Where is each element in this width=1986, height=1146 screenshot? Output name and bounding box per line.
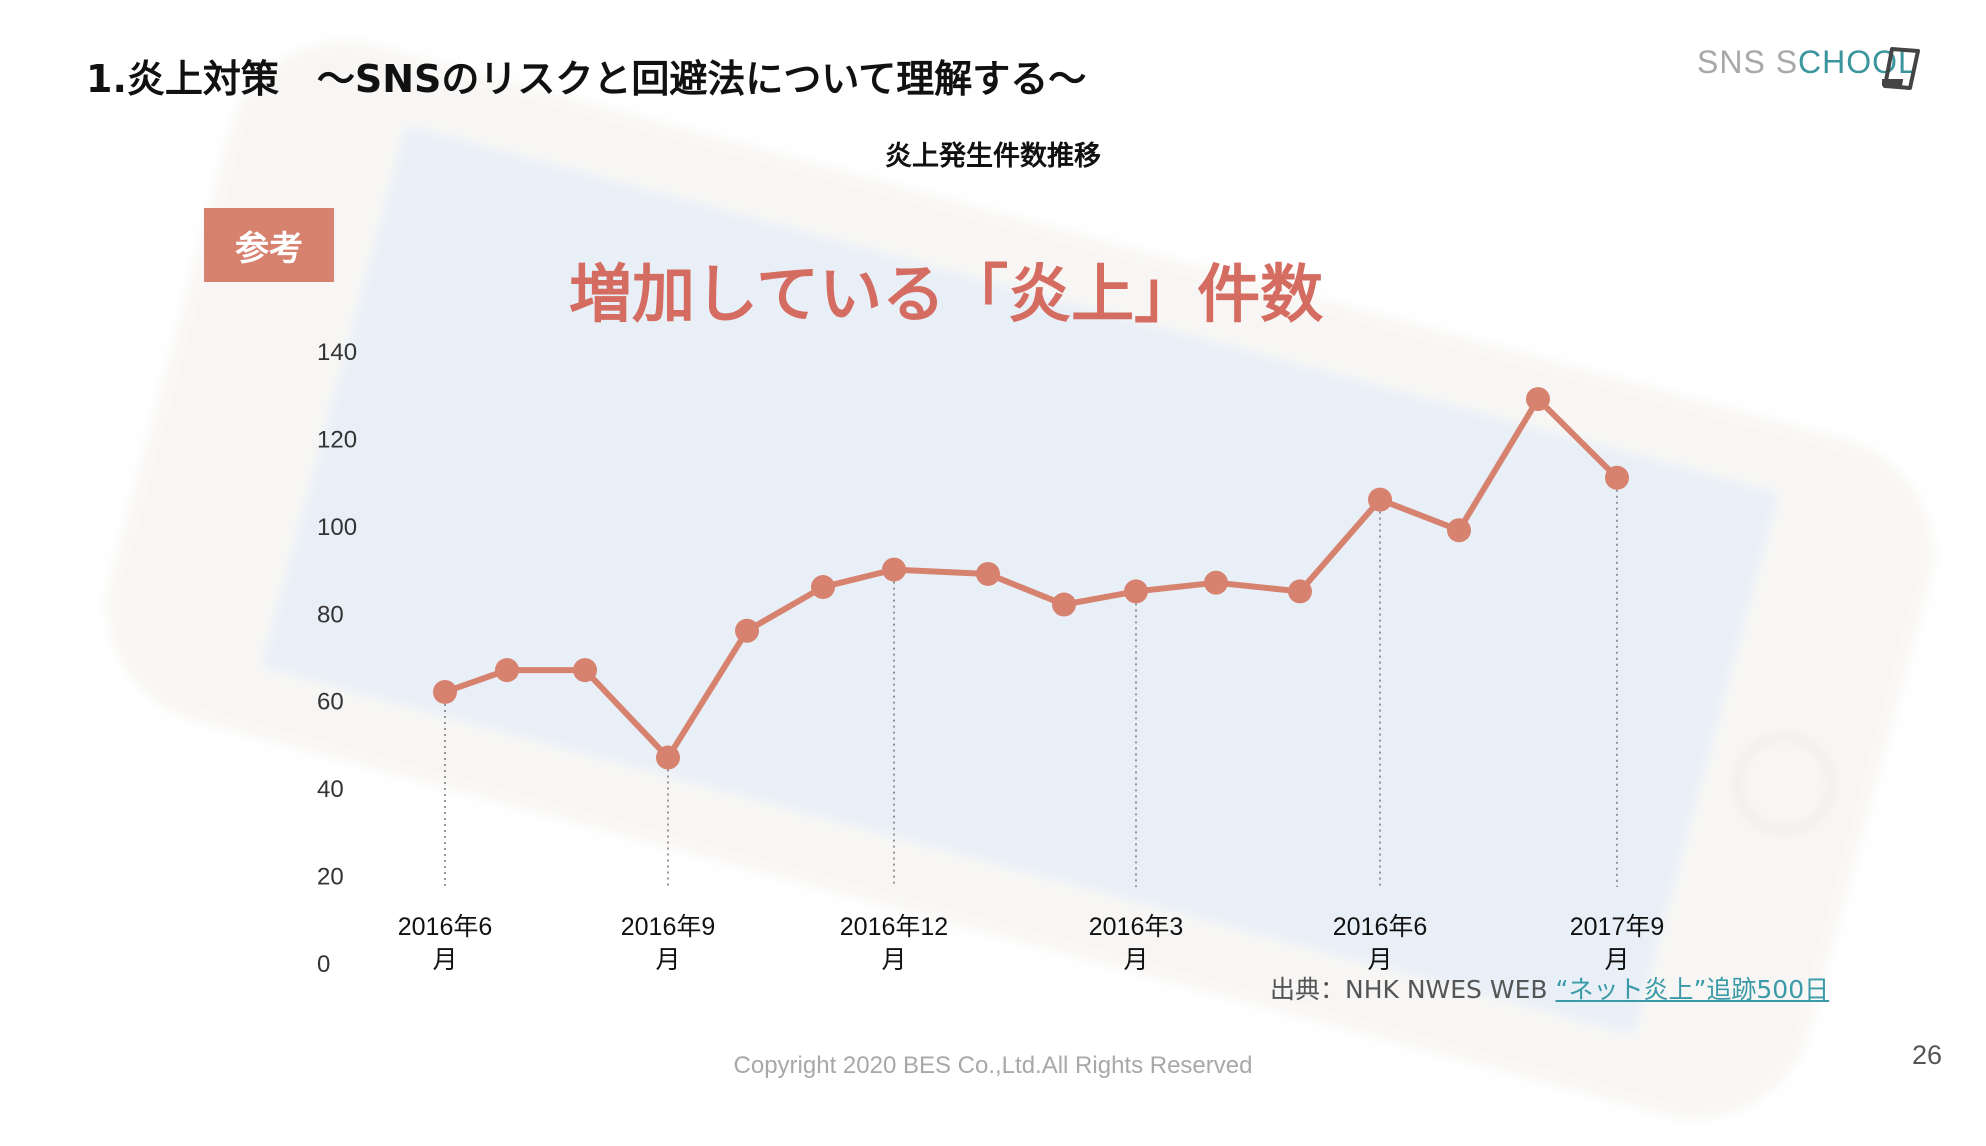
- sns-school-logo: SNS SCHOOL: [1697, 44, 1920, 90]
- data-point: [433, 679, 457, 704]
- data-point: [882, 557, 906, 582]
- data-point: [1052, 592, 1076, 617]
- data-point: [495, 658, 519, 683]
- data-point: [1605, 465, 1629, 490]
- x-tick-label: 2016年3: [1089, 913, 1184, 941]
- slide-title: 1.炎上対策 ～SNSのリスクと回避法について理解する～: [86, 57, 1087, 101]
- reference-badge: 参考: [204, 208, 334, 282]
- y-tick-label: 140: [317, 339, 357, 366]
- data-point: [1368, 487, 1392, 512]
- x-tick-label: 月: [1604, 945, 1629, 974]
- series-line: [444, 396, 1620, 761]
- data-point: [976, 561, 1000, 586]
- y-tick-label: 20: [317, 864, 344, 891]
- data-point: [573, 658, 597, 683]
- x-tick-label: 月: [432, 945, 457, 974]
- data-point: [656, 745, 680, 770]
- y-tick-label: 60: [317, 689, 344, 716]
- x-tick-label: 月: [655, 945, 680, 974]
- data-point: [1204, 570, 1228, 595]
- x-tick-label: 月: [1367, 945, 1392, 974]
- source-citation: 出典：NHK NWES WEB “ネット炎上”追跡500日: [1270, 970, 1829, 1006]
- chart-title: 炎上発生件数推移: [885, 141, 1101, 172]
- data-point: [1526, 387, 1550, 412]
- y-tick-label: 0: [317, 951, 330, 978]
- source-prefix: 出典：NHK NWES WEB: [1270, 975, 1556, 1004]
- data-point: [1124, 579, 1148, 604]
- copyright: Copyright 2020 BES Co.,Ltd.All Rights Re…: [733, 1052, 1253, 1079]
- x-tick-label: 2017年9: [1570, 913, 1665, 941]
- logo-text: S: [1775, 44, 1799, 80]
- x-tick-label: 2016年6: [398, 913, 493, 941]
- data-point: [735, 618, 759, 643]
- y-tick-label: 40: [317, 776, 344, 803]
- smartphone-icon: [1882, 47, 1920, 90]
- data-point: [1447, 518, 1471, 543]
- x-tick-label: 2016年12: [840, 913, 948, 941]
- y-tick-label: 80: [317, 601, 344, 628]
- source-link[interactable]: “ネット炎上”追跡500日: [1555, 975, 1830, 1004]
- data-point: [1288, 579, 1312, 604]
- headline: 増加している「炎上」件数: [569, 258, 1324, 331]
- x-tick-label: 2016年9: [621, 913, 716, 941]
- x-tick-label: 月: [1123, 945, 1148, 974]
- logo-text: SNS: [1697, 44, 1776, 80]
- page-number: 26: [1912, 1040, 1943, 1070]
- x-tick-label: 2016年6: [1333, 913, 1428, 941]
- x-tick-label: 月: [881, 945, 906, 974]
- y-tick-label: 100: [317, 514, 357, 541]
- line-chart: 0 20 40 60 80 100 120 140 2016年6 月 2016年9 月 2016年12 月…: [317, 339, 1665, 978]
- data-point: [811, 575, 835, 600]
- y-tick-label: 120: [317, 426, 357, 453]
